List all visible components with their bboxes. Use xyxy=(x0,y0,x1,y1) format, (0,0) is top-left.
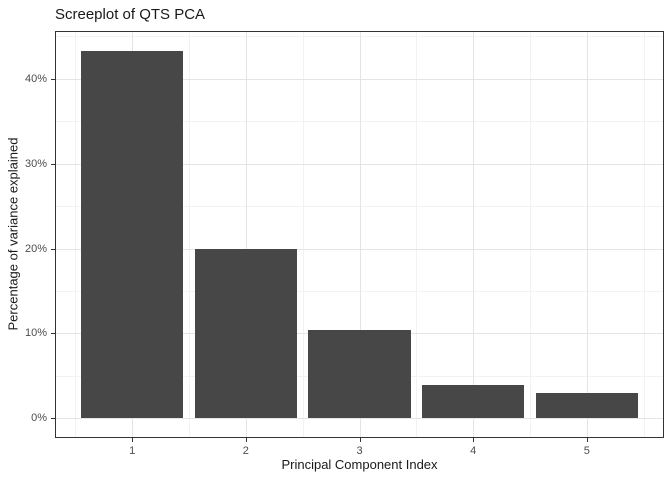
x-axis-title: Principal Component Index xyxy=(281,457,438,472)
bar-pc-3 xyxy=(308,330,411,419)
chart-title: Screeplot of QTS PCA xyxy=(55,6,206,23)
bar-pc-1 xyxy=(81,50,184,419)
gridline-x-minor xyxy=(188,32,190,437)
gridline-x-major xyxy=(245,32,247,437)
y-tick xyxy=(51,248,55,250)
y-tick xyxy=(51,333,55,335)
y-tick-label: 40% xyxy=(24,72,47,85)
x-tick-label: 1 xyxy=(129,445,136,457)
bar-pc-4 xyxy=(422,385,525,419)
x-tick-label: 3 xyxy=(356,445,363,457)
x-tick xyxy=(359,438,361,442)
x-tick-label: 2 xyxy=(242,445,249,457)
bar-pc-5 xyxy=(535,392,638,419)
x-tick-label: 4 xyxy=(470,445,477,457)
x-tick xyxy=(132,438,134,442)
y-tick xyxy=(51,78,55,80)
gridline-x-minor xyxy=(75,32,77,437)
plot-panel xyxy=(55,31,664,438)
gridline-x-major xyxy=(473,32,475,437)
y-tick-label: 30% xyxy=(24,157,47,170)
x-tick xyxy=(586,438,588,442)
gridline-x-major xyxy=(586,32,588,437)
y-tick-label: 0% xyxy=(31,412,47,425)
x-tick xyxy=(473,438,475,442)
y-tick-label: 10% xyxy=(24,327,47,340)
y-tick-label: 20% xyxy=(24,242,47,255)
y-tick xyxy=(51,418,55,420)
gridline-x-minor xyxy=(302,32,304,437)
gridline-x-minor xyxy=(530,32,531,437)
y-tick xyxy=(51,163,55,165)
gridline-x-minor xyxy=(416,32,418,437)
gridline-x-minor xyxy=(643,32,645,437)
bar-pc-2 xyxy=(194,248,297,419)
x-tick-label: 5 xyxy=(583,445,590,457)
x-tick xyxy=(245,438,247,442)
gridline-x-major xyxy=(359,32,361,437)
